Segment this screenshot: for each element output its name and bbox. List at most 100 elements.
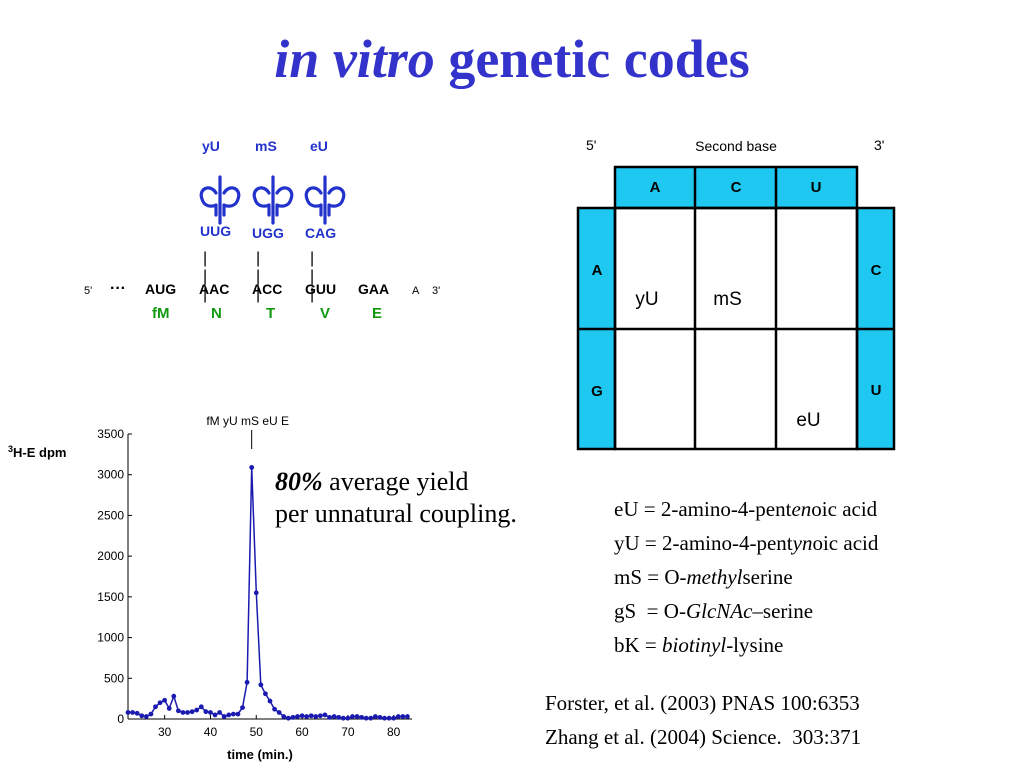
data-point <box>189 709 195 715</box>
data-point <box>386 715 392 721</box>
reference-2: Zhang et al. (2004) Science. 303:371 <box>545 725 862 749</box>
y-tick-label: 1000 <box>97 631 124 645</box>
pairing-bars-1: | | | <box>203 250 208 303</box>
definition-bk: bK = biotinyl-lysine <box>614 633 784 657</box>
trna-label-eu: eU <box>310 138 328 154</box>
definitions-list: eU = 2-amino-4-pentenoic acid yU = 2-ami… <box>614 492 878 662</box>
data-point <box>267 698 273 704</box>
yield-line2: per unnatural coupling. <box>275 499 517 528</box>
data-point <box>295 714 300 719</box>
data-point <box>258 682 264 688</box>
peak-annotation: fM yU mS eU E <box>206 414 289 428</box>
codon-acc: ACC <box>252 281 283 297</box>
data-point <box>198 704 204 710</box>
trna-cloverleaf-icons <box>199 175 346 225</box>
aa-n: N <box>211 305 222 322</box>
data-point <box>226 712 232 718</box>
data-point <box>285 715 291 721</box>
data-point <box>359 714 365 720</box>
yield-percent: 80% <box>275 467 323 496</box>
reference-1: Forster, et al. (2003) PNAS 100:6353 <box>545 691 860 715</box>
table-cell-yu: yU <box>635 289 658 310</box>
row-right-c: C <box>871 262 882 279</box>
x-tick-label: 60 <box>295 725 309 739</box>
data-point <box>249 464 255 470</box>
codon-aac: AAC <box>199 281 230 297</box>
cloverleaf-icon <box>199 175 241 225</box>
definition-gs: gS = O-GlcNAc–serine <box>614 599 814 623</box>
data-point <box>400 714 406 719</box>
definition-yu: yU = 2-amino-4-pentynoic acid <box>614 531 879 555</box>
row-left-a: A <box>592 262 603 279</box>
anticodon-3: CAG <box>305 225 337 241</box>
aa-t: T <box>266 305 276 322</box>
trna-label-ms: mS <box>255 138 277 154</box>
row-left-g: G <box>591 383 603 400</box>
data-point <box>345 715 351 721</box>
data-point <box>308 713 314 719</box>
data-point <box>171 693 177 699</box>
y-tick-label: 2000 <box>97 549 124 563</box>
chart-axes: 0 500 1000 1500 2000 2500 3000 3500 30 40 50 60 70 80 <box>97 427 412 739</box>
data-point <box>130 710 135 715</box>
y-axis-label-sup: 3 <box>8 444 13 454</box>
page-title: in vitro genetic codes <box>0 28 1024 90</box>
yield-line1: average yield <box>322 467 469 496</box>
mrna-5-prime: 5' <box>84 285 93 297</box>
x-axis-label: time (min.) <box>227 747 293 762</box>
table-cell-eu: eU <box>796 410 820 431</box>
data-point <box>281 714 287 719</box>
data-point <box>180 710 186 715</box>
data-point <box>157 700 163 706</box>
x-tick-label: 30 <box>158 725 172 739</box>
x-tick-label: 70 <box>341 725 355 739</box>
data-point <box>405 714 410 719</box>
data-point <box>382 715 387 721</box>
mrna-3-prime: 3' <box>432 285 441 297</box>
table-header: Second base <box>695 138 777 154</box>
codon-aug: AUG <box>145 281 177 297</box>
col-header-u: U <box>811 179 822 196</box>
data-point <box>336 714 342 720</box>
codon-guu: GUU <box>305 281 337 297</box>
data-point <box>327 714 332 720</box>
data-point <box>244 679 250 685</box>
anticodon-2: UGG <box>252 225 284 241</box>
data-point <box>290 714 296 720</box>
data-point <box>304 714 310 719</box>
col-header-fill <box>615 167 857 208</box>
data-point <box>272 706 277 712</box>
data-point <box>134 710 140 716</box>
data-point <box>185 710 190 715</box>
data-point <box>203 709 209 715</box>
title-italic: in vitro <box>274 29 435 89</box>
table-3-prime: 3' <box>874 137 884 153</box>
data-point <box>322 712 328 718</box>
data-point <box>175 708 181 714</box>
data-point <box>143 714 149 719</box>
x-tick-label: 50 <box>250 725 264 739</box>
data-point <box>313 714 319 719</box>
cloverleaf-icon <box>304 175 346 225</box>
mrna-ellipsis: ··· <box>110 280 126 297</box>
data-point <box>368 715 374 721</box>
data-point <box>354 714 360 719</box>
data-point <box>276 710 282 715</box>
data-point <box>139 713 145 719</box>
y-tick-label: 3000 <box>97 468 124 482</box>
data-point <box>317 713 323 719</box>
series-line <box>128 467 408 719</box>
pairing-bars-2: | | | <box>256 250 261 303</box>
codon-gaa: GAA <box>358 281 390 297</box>
cloverleaf-icon <box>252 175 294 225</box>
x-tick-label: 40 <box>204 725 218 739</box>
title-rest: genetic codes <box>434 29 750 89</box>
data-point <box>162 697 168 703</box>
aa-e: E <box>372 305 383 322</box>
y-tick-label: 1500 <box>97 590 124 604</box>
y-tick-label: 500 <box>104 671 124 685</box>
y-tick-label: 0 <box>117 712 124 726</box>
y-tick-label: 3500 <box>97 427 124 441</box>
y-axis-label-text: H-E dpm <box>13 445 66 460</box>
data-point <box>299 713 305 719</box>
